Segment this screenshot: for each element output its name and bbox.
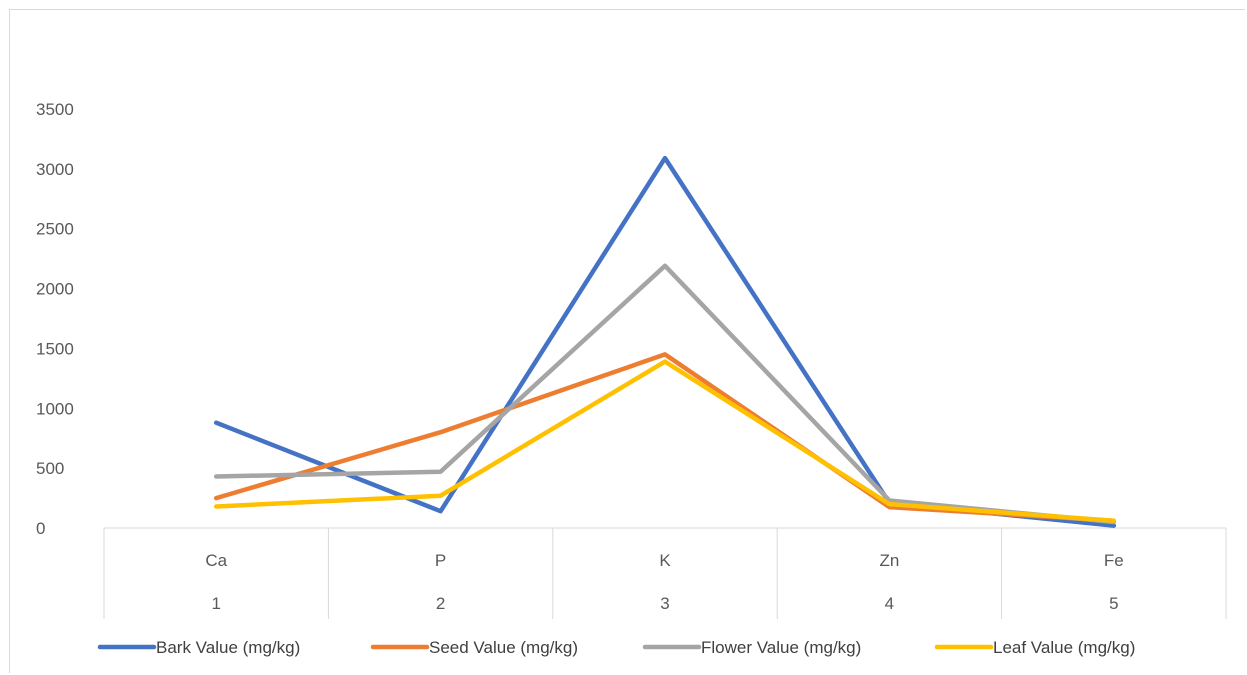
x-tick-label: P [435, 551, 446, 570]
x-tick-label: Fe [1104, 551, 1124, 570]
y-tick-label: 1500 [36, 339, 74, 358]
legend: Bark Value (mg/kg) Seed Value (mg/kg) Flow… [97, 638, 1135, 657]
y-tick-label: 2000 [36, 280, 74, 299]
chart-area [9, 9, 1245, 673]
x-tick-index: 2 [436, 594, 445, 613]
legend-label: Seed Value (mg/kg) [429, 638, 578, 657]
y-axis-ticks: 0 500 1000 1500 2000 2500 3000 3500 [36, 100, 74, 538]
series-line-3 [213, 359, 1117, 524]
series-line-1 [213, 352, 1117, 524]
x-tick-index: 3 [660, 594, 669, 613]
y-tick-label: 500 [36, 459, 64, 478]
y-tick-label: 0 [36, 519, 45, 538]
series-lines [213, 155, 1117, 528]
y-tick-label: 2500 [36, 220, 74, 239]
x-tick-index: 1 [211, 594, 220, 613]
x-tick-label: K [659, 551, 671, 570]
x-axis: Ca 1 P 2 K 3 Zn 4 Fe 5 [103, 527, 1227, 619]
y-tick-label: 1000 [36, 399, 74, 418]
legend-label: Leaf Value (mg/kg) [993, 638, 1135, 657]
y-tick-label: 3500 [36, 100, 74, 119]
x-tick-index: 4 [885, 594, 894, 613]
y-tick-label: 3000 [36, 160, 74, 179]
legend-label: Bark Value (mg/kg) [156, 638, 300, 657]
legend-label: Flower Value (mg/kg) [701, 638, 861, 657]
series-line-2 [213, 263, 1117, 525]
x-tick-index: 5 [1109, 594, 1118, 613]
x-tick-label: Zn [879, 551, 899, 570]
series-line-0 [213, 155, 1117, 528]
x-tick-label: Ca [205, 551, 227, 570]
